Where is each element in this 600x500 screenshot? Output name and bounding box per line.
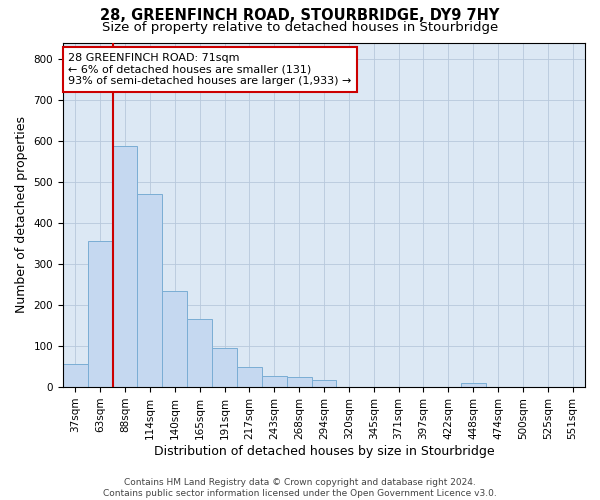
- Bar: [461, 383, 485, 387]
- Bar: [163, 290, 187, 387]
- Y-axis label: Number of detached properties: Number of detached properties: [15, 116, 28, 314]
- Bar: [63, 364, 88, 387]
- Bar: [137, 194, 163, 387]
- Text: Size of property relative to detached houses in Stourbridge: Size of property relative to detached ho…: [102, 21, 498, 34]
- Bar: [311, 380, 337, 387]
- Text: 28 GREENFINCH ROAD: 71sqm
← 6% of detached houses are smaller (131)
93% of semi-: 28 GREENFINCH ROAD: 71sqm ← 6% of detach…: [68, 53, 352, 86]
- Bar: [113, 146, 137, 387]
- Bar: [237, 368, 262, 387]
- Bar: [212, 348, 237, 387]
- Text: 28, GREENFINCH ROAD, STOURBRIDGE, DY9 7HY: 28, GREENFINCH ROAD, STOURBRIDGE, DY9 7H…: [100, 8, 500, 22]
- Bar: [287, 377, 311, 387]
- Text: Contains HM Land Registry data © Crown copyright and database right 2024.
Contai: Contains HM Land Registry data © Crown c…: [103, 478, 497, 498]
- X-axis label: Distribution of detached houses by size in Stourbridge: Distribution of detached houses by size …: [154, 444, 494, 458]
- Bar: [262, 376, 287, 387]
- Bar: [187, 320, 212, 387]
- Bar: [88, 240, 113, 387]
